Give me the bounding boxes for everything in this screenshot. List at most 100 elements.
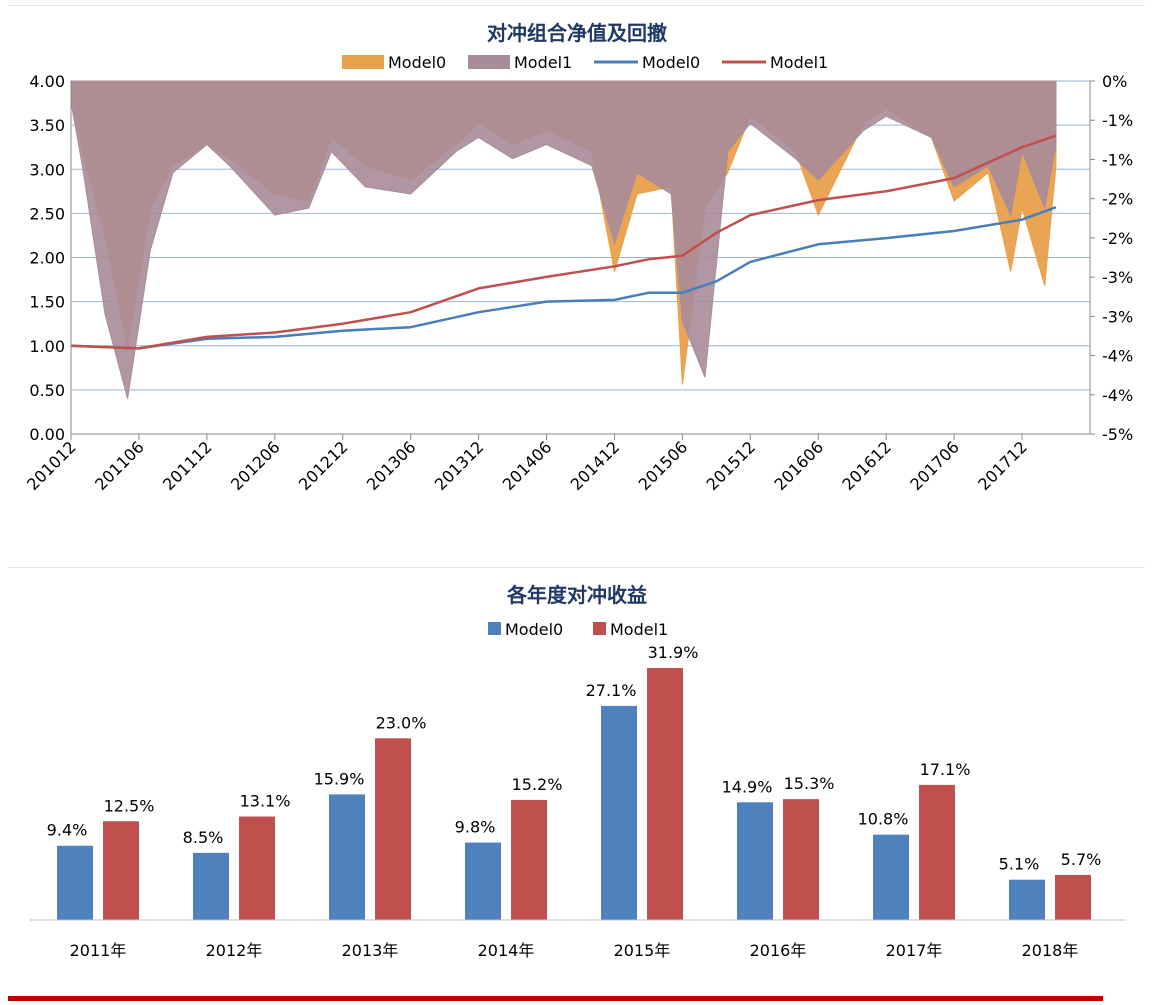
- middle-divider: [8, 567, 1145, 568]
- legend-label-model1-line: Model1: [770, 53, 828, 72]
- bar-data-label: 9.4%: [47, 821, 88, 840]
- right-tick-label: -3%: [1102, 307, 1133, 326]
- x-tick-label: 201712: [974, 437, 1031, 494]
- legend-swatch-model0-drawdown: [342, 55, 384, 69]
- bar-model1-2011年: [103, 821, 139, 920]
- bar-model0-2015年: [601, 705, 637, 920]
- bar-model0-2018年: [1009, 879, 1045, 920]
- chart1-title: 对冲组合净值及回撤: [487, 21, 667, 45]
- x-tick-label: 201206: [227, 437, 284, 494]
- x-tick-label: 201112: [159, 437, 216, 494]
- bar-data-label: 10.8%: [858, 810, 909, 829]
- right-tick-label: -1%: [1102, 111, 1133, 130]
- x-tick-label: 201412: [567, 437, 624, 494]
- bar-data-label: 5.7%: [1061, 850, 1102, 869]
- category-label: 2014年: [478, 941, 535, 960]
- right-tick-label: -4%: [1102, 347, 1133, 366]
- right-tick-label: -2%: [1102, 229, 1133, 248]
- legend-swatch-model0: [488, 622, 501, 635]
- top-divider: [8, 5, 1145, 6]
- x-tick-label: 201506: [635, 437, 692, 494]
- category-label: 2013年: [342, 941, 399, 960]
- right-tick-label: -1%: [1102, 150, 1133, 169]
- legend-label-model0: Model0: [505, 620, 563, 639]
- right-tick-label: -2%: [1102, 190, 1133, 209]
- left-tick-label: 1.00: [29, 337, 65, 356]
- x-tick-label: 201612: [838, 437, 895, 494]
- right-tick-label: -5%: [1102, 425, 1133, 444]
- model1-nav-path: [70, 134, 1057, 350]
- chart1-left-axis-ticks: 4.00 3.50 3.00 2.50 2.00 1.50 1.00 0.50 0.00: [29, 72, 65, 444]
- bar-data-label: 17.1%: [920, 760, 971, 779]
- chart2-legend: Model0 Model1: [488, 620, 668, 639]
- left-tick-label: 4.00: [29, 72, 65, 91]
- x-tick-label: 201312: [431, 437, 488, 494]
- bar-model1-2013年: [375, 738, 411, 920]
- bar-data-label: 23.0%: [376, 713, 427, 732]
- category-label: 2018年: [1022, 941, 1079, 960]
- left-tick-label: 2.50: [29, 204, 65, 223]
- right-tick-label: 0%: [1102, 72, 1127, 91]
- bar-data-label: 13.1%: [240, 792, 291, 811]
- bar-data-label: 12.5%: [104, 796, 155, 815]
- chart1-right-axis-ticks: 0% -1% -1% -2% -2% -3% -3% -4% -4% -5%: [1090, 72, 1133, 444]
- bar-model1-2012年: [239, 816, 275, 920]
- bar-model0-2011年: [57, 845, 93, 920]
- bar-data-label: 9.8%: [455, 818, 496, 837]
- model1-nav-line: [70, 134, 1057, 350]
- bottom-red-rule: [8, 996, 1103, 1001]
- bar-model1-2014年: [511, 799, 547, 920]
- left-tick-label: 1.50: [29, 293, 65, 312]
- bar-model0-2014年: [465, 842, 501, 920]
- x-tick-label: 201606: [770, 437, 827, 494]
- model0-nav-path: [70, 206, 1057, 350]
- legend-label-model1: Model1: [610, 620, 668, 639]
- chart2-bars: 9.4% 12.5% 8.5% 13.1% 15.9% 23.0% 9.8% 15.2% 27.…: [47, 643, 1102, 920]
- bar-model1-2016年: [783, 799, 819, 920]
- bar-data-label: 15.3%: [784, 774, 835, 793]
- category-label: 2012年: [206, 941, 263, 960]
- bar-data-label: 27.1%: [586, 681, 637, 700]
- right-tick-label: -4%: [1102, 386, 1133, 405]
- right-tick-label: -3%: [1102, 268, 1133, 287]
- x-tick-label: 201212: [295, 437, 352, 494]
- x-tick-label: 201406: [499, 437, 556, 494]
- legend-label-model0-drawdown: Model0: [388, 53, 446, 72]
- nav-drawdown-chart: 对冲组合净值及回撤 Model0 Model1 Model0 Model1 4.…: [23, 21, 1133, 494]
- bar-model1-2015年: [647, 667, 683, 920]
- model1-drawdown-area: [70, 80, 1057, 399]
- x-tick-label: 201012: [23, 437, 80, 494]
- category-label: 2016年: [750, 941, 807, 960]
- x-tick-label: 201706: [906, 437, 963, 494]
- left-tick-label: 2.00: [29, 249, 65, 268]
- bar-data-label: 31.9%: [648, 643, 699, 662]
- legend-label-model1-drawdown: Model1: [514, 53, 572, 72]
- bar-model0-2013年: [329, 794, 365, 920]
- left-tick-label: 0.00: [29, 425, 65, 444]
- bar-model0-2012年: [193, 852, 229, 920]
- bar-model1-2017年: [919, 784, 955, 920]
- legend-swatch-model1: [593, 622, 606, 635]
- chart2-category-labels: 2011年 2012年 2013年 2014年 2015年 2016年 2017年 2018年: [70, 941, 1079, 960]
- chart2-title: 各年度对冲收益: [506, 583, 647, 607]
- category-label: 2015年: [614, 941, 671, 960]
- model0-nav-line: [70, 206, 1057, 350]
- chart1-x-axis-ticks: 201012 201106 201112 201206 201212 201306 2013…: [23, 434, 1031, 494]
- category-label: 2011年: [70, 941, 127, 960]
- bar-model0-2016年: [737, 802, 773, 920]
- annual-return-chart: 各年度对冲收益 Model0 Model1 9.4% 12.5% 8.5% 13.1%…: [30, 583, 1125, 960]
- left-tick-label: 3.00: [29, 160, 65, 179]
- x-tick-label: 201306: [363, 437, 420, 494]
- bar-data-label: 15.2%: [512, 775, 563, 794]
- legend-swatch-model1-drawdown: [468, 55, 510, 69]
- legend-label-model0-line: Model0: [642, 53, 700, 72]
- model1-drawdown-shape: [70, 80, 1057, 399]
- x-tick-label: 201106: [91, 437, 148, 494]
- left-tick-label: 3.50: [29, 116, 65, 135]
- category-label: 2017年: [886, 941, 943, 960]
- chart1-legend: Model0 Model1 Model0 Model1: [342, 53, 828, 72]
- left-tick-label: 0.50: [29, 381, 65, 400]
- bar-data-label: 14.9%: [722, 777, 773, 796]
- bar-data-label: 15.9%: [314, 769, 365, 788]
- chart1-axes: [70, 81, 1091, 435]
